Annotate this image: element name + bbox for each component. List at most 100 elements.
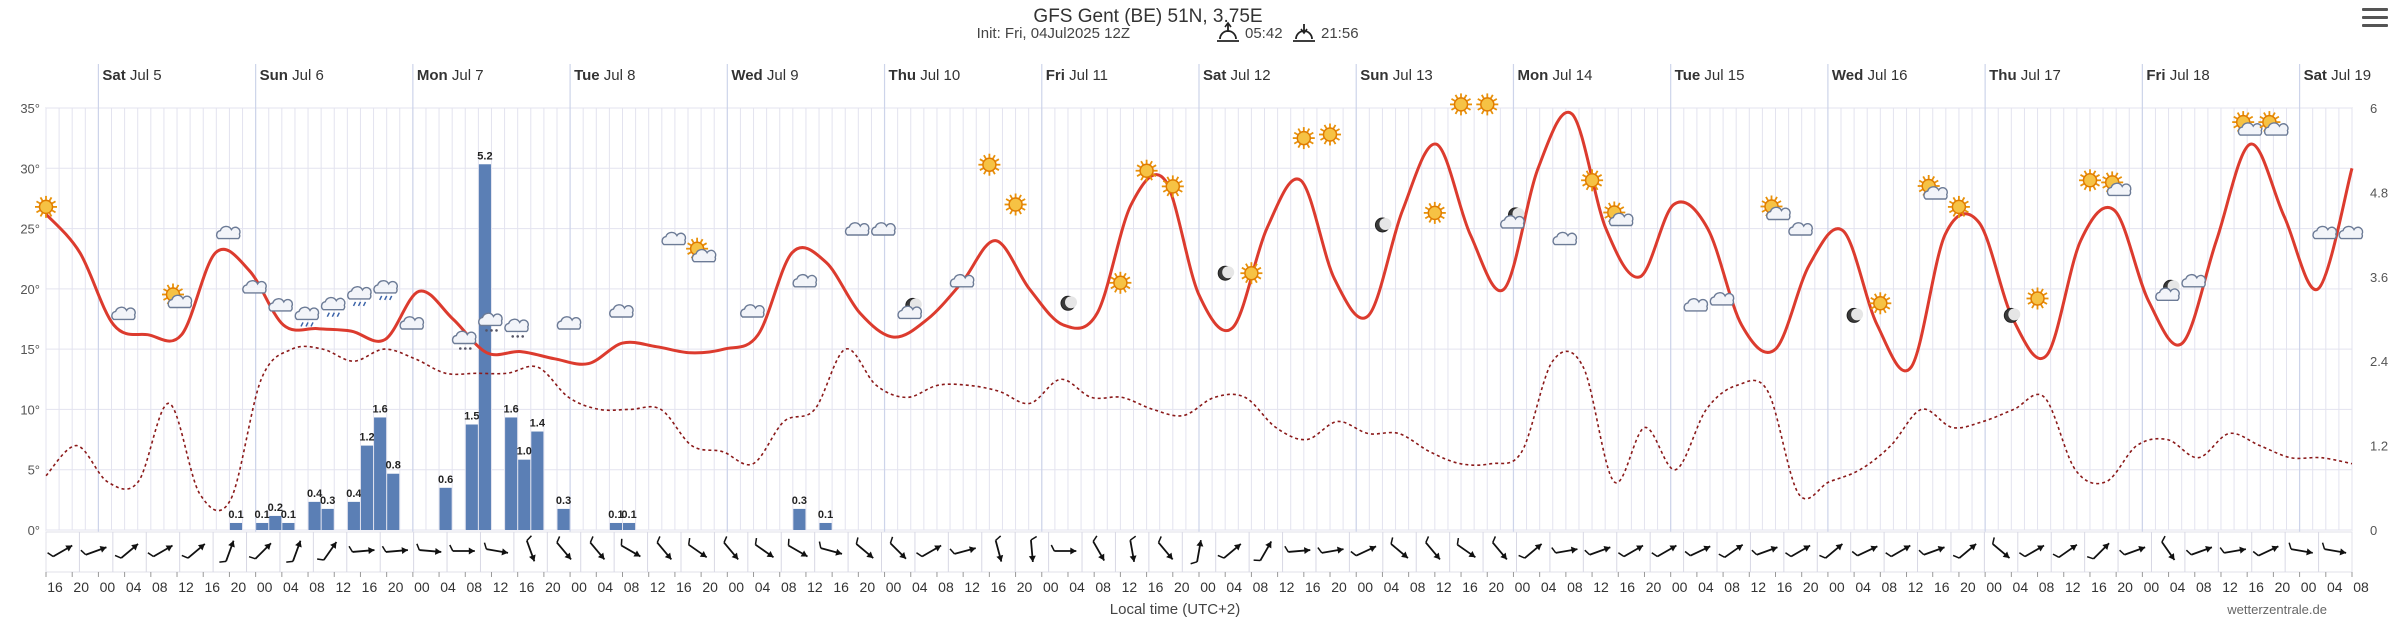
x-tick-label: 20 (1174, 579, 1190, 595)
day-label: Sat Jul 5 (102, 67, 161, 84)
x-tick-label: 12 (2065, 579, 2081, 595)
x-tick-label: 16 (2248, 579, 2264, 595)
wind-arrow-icon (1350, 545, 1377, 557)
y-tick-label: 15° (20, 342, 40, 357)
x-tick-label: 12 (1908, 579, 1924, 595)
precip-bar (465, 424, 478, 530)
precip-bar (269, 515, 282, 530)
precip-data-label: 0.3 (320, 495, 335, 507)
x-tick-label: 04 (912, 579, 928, 595)
wind-arrow-icon (949, 546, 976, 555)
cloud-icon (1709, 292, 1735, 306)
sun-icon (1135, 159, 1158, 182)
precip-data-label: 0.1 (281, 509, 296, 521)
precip-bar (229, 522, 243, 530)
y-tick-label: 35° (20, 101, 40, 116)
x-tick-label: 12 (650, 579, 666, 595)
x-tick-label: 00 (1357, 579, 1373, 595)
x-tick-label: 04 (1698, 579, 1714, 595)
cloud-icon (556, 316, 582, 330)
sunset-time: 21:56 (1321, 25, 1359, 42)
precip-data-label: 1.6 (372, 403, 387, 415)
precip-bar (478, 164, 491, 530)
wind-arrow-icon (2288, 542, 2313, 556)
day-label: Tue Jul 8 (574, 67, 635, 84)
y-tick-label: 0° (28, 523, 40, 538)
cloud-icon (661, 231, 687, 246)
x-tick-label: 20 (1017, 579, 1033, 595)
wind-arrow-icon (147, 544, 173, 558)
precip-data-label: 0.1 (608, 509, 623, 521)
y-right-tick-label: 4.8 (2370, 185, 2388, 200)
sun-icon (1004, 193, 1027, 216)
y-right-tick-label: 6 (2370, 101, 2377, 116)
precip-data-label: 0.4 (307, 488, 323, 500)
cloud-icon (871, 222, 896, 236)
cloud-icon (2181, 273, 2207, 288)
weather-icons (35, 93, 2364, 350)
x-tick-label: 04 (126, 579, 142, 595)
wind-arrow-icon (589, 536, 606, 561)
sun-icon (1947, 195, 1970, 218)
sun-cloud-icon (2232, 111, 2263, 136)
wind-arrow-icon (2018, 544, 2045, 558)
x-tick-label: 12 (1593, 579, 1609, 595)
x-tick-label: 20 (1488, 579, 1504, 595)
x-tick-label: 08 (466, 579, 482, 595)
sun-cloud-icon (2101, 171, 2132, 197)
x-tick-label: 04 (1069, 579, 1085, 595)
wind-arrow-icon (1425, 536, 1441, 561)
x-tick-label: 04 (2013, 579, 2029, 595)
moon-icon (1217, 265, 1235, 281)
x-tick-label: 00 (100, 579, 116, 595)
precip-bar (819, 522, 832, 530)
wind-arrow-icon (723, 536, 739, 561)
precip-data-label: 1.0 (517, 446, 532, 458)
x-tick-label: 08 (781, 579, 797, 595)
day-label: Thu Jul 17 (1989, 67, 2061, 84)
y-axis-right: 0 1.2 2.4 3.6 4.8 6 (2370, 101, 2388, 538)
menu-button[interactable] (2362, 8, 2388, 30)
x-tick-label: 04 (283, 579, 299, 595)
sunrise-time: 05:42 (1245, 25, 1283, 42)
precip-data-label: 1.6 (503, 403, 518, 415)
chart-title: GFS Gent (BE) 51N, 3.75E (1033, 6, 1262, 27)
cloud-icon (268, 298, 294, 312)
wind-arrow-icon (2219, 546, 2246, 554)
x-tick-label: 16 (991, 579, 1007, 595)
cloud-icon (1552, 231, 1578, 246)
temperature-series-line (44, 110, 2354, 373)
x-tick-label: 16 (1462, 579, 1478, 595)
wind-arrow-icon (286, 540, 302, 563)
cloud-icon (1683, 298, 1709, 312)
x-tick-label: 08 (624, 579, 640, 595)
x-tick-label: 08 (938, 579, 954, 595)
wind-arrow-icon (1651, 544, 1677, 558)
precip-bar (518, 459, 531, 530)
precip-bar (505, 417, 518, 530)
y-tick-label: 20° (20, 282, 40, 297)
precip-data-label: 0.6 (438, 474, 453, 486)
wind-arrow-icon (818, 541, 843, 556)
day-label: Thu Jul 10 (889, 67, 961, 84)
precip-data-label: 0.1 (255, 509, 270, 521)
sun-icon (1109, 271, 1132, 294)
wind-arrow-icon (416, 543, 442, 555)
x-tick-label: 12 (807, 579, 823, 595)
x-tick-label: 04 (2327, 579, 2343, 595)
x-tick-label: 08 (2353, 579, 2369, 595)
precip-data-label: 1.5 (464, 411, 479, 423)
sun-cloud-icon (1760, 195, 1791, 221)
credit-label: wetterzentrale.de (2226, 602, 2327, 617)
x-tick-label: 00 (1043, 579, 1059, 595)
wind-arrow-icon (1157, 536, 1174, 561)
wind-arrow-icon (2052, 543, 2078, 559)
plot-area: Sat Jul 5 Sun Jul 6 Mon Jul 7 Tue Jul 8 Wed … (20, 64, 2388, 595)
x-tick-label: 08 (309, 579, 325, 595)
wind-arrow-icon (1317, 546, 1344, 554)
day-label: Sat Jul 19 (2304, 67, 2372, 84)
cloud-icon (2338, 225, 2364, 240)
x-tick-label: 12 (1122, 579, 1138, 595)
